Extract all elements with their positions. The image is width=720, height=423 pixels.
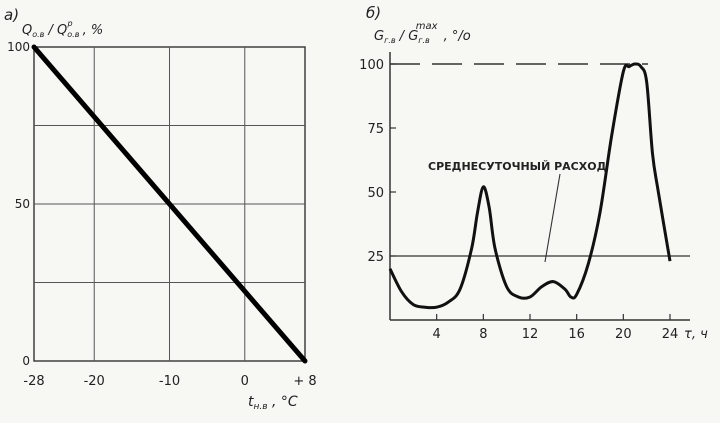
panel-b-xtick-label: 24 [662, 327, 679, 342]
panel-b-ytick-label: 50 [367, 186, 384, 201]
panel-b-annotation-leader [544, 173, 561, 263]
panel-b-annotation: СРЕДНЕСУТОЧНЫЙ РАСХОД [428, 160, 607, 173]
panel-a-ytick-label: 0 [22, 354, 30, 368]
panel-a-ytick-label: 100 [7, 40, 30, 54]
panel-a: -28 -20 -10 0 + 8 100 50 0 [7, 40, 317, 389]
panel-a-xlabel: tн.в , °C [248, 394, 298, 412]
panel-b-xtick-label: 8 [479, 327, 487, 342]
panel-a-xtick-label: 0 [241, 374, 249, 389]
panel-a-xtick-label: -28 [23, 374, 44, 389]
panel-a-xtick-label: -20 [84, 374, 105, 389]
panel-a-label: а) [4, 6, 19, 24]
panel-b-label: б) [366, 4, 381, 22]
panel-b-xtick-label: 12 [522, 327, 539, 342]
panel-b-xtick-label: 4 [433, 327, 441, 342]
panel-b-ylabel: Gг.в / Gг.вmax , °/o [374, 21, 471, 45]
panel-b-xtick-label: 20 [615, 327, 632, 342]
panel-a-ylabel: Qo.в / Qo.вр , % [22, 19, 103, 39]
panel-b-ytick-label: 75 [367, 122, 384, 137]
panel-b-xlabel: τ, ч [684, 327, 708, 342]
panel-b-ytick-label: 25 [367, 250, 384, 265]
panel-b-xtick-label: 16 [568, 327, 585, 342]
panel-b: 25 50 75 100 4 8 12 16 20 24 τ, ч СРЕДНЕСУТОЧНЫЙ РА… [359, 52, 708, 342]
panel-a-line [31, 44, 308, 364]
panel-b-ytick-label: 100 [359, 58, 384, 73]
panel-a-ytick-label: 50 [15, 197, 30, 211]
panel-a-xtick-label: -10 [159, 374, 180, 389]
panel-b-curve [388, 62, 672, 310]
panel-a-xtick-label: + 8 [293, 374, 316, 389]
